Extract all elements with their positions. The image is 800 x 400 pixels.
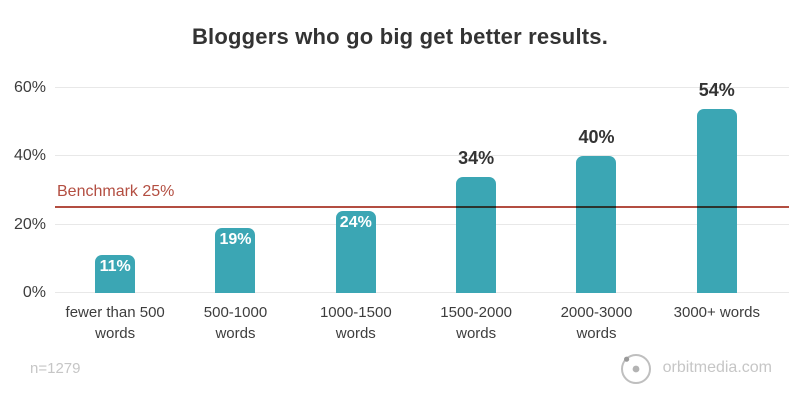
- gridline: [55, 292, 789, 293]
- bar-column: 34%: [416, 148, 536, 293]
- benchmark-line: [55, 206, 789, 208]
- x-axis-category-label: 1500-2000 words: [416, 302, 536, 344]
- bar-value-label: 34%: [458, 147, 495, 168]
- x-axis-category-text: 500-1000 words: [203, 304, 268, 342]
- bar-value-label: 40%: [578, 127, 615, 148]
- chart-title: Bloggers who go big get better results.: [191, 24, 609, 49]
- bar-value-label: 24%: [339, 214, 372, 231]
- bar-column: 54%: [657, 79, 777, 293]
- x-axis-category-text: fewer than 500 words: [65, 304, 165, 342]
- x-axis-category-text: 1000-1500 words: [319, 304, 392, 342]
- x-axis-category-text: 3000+ words: [673, 304, 760, 321]
- bar-column: 24%: [296, 211, 416, 293]
- y-axis-tick-label: 40%: [13, 147, 46, 165]
- x-axis-category-label: 3000+ words: [657, 302, 777, 344]
- y-axis-tick-label: 60%: [13, 79, 46, 96]
- x-axis-category-text: 2000-3000 words: [560, 304, 633, 342]
- bar-column: 19%: [175, 228, 295, 293]
- x-axis: fewer than 500 words 500-1000 words 1000-1…: [55, 302, 777, 344]
- bars-row: 11% 19% 24% 34% 40% 54%: [55, 80, 777, 293]
- x-axis-category-label: 500-1000 words: [175, 302, 295, 344]
- bar: 11%: [95, 255, 136, 293]
- bar: 19%: [215, 228, 256, 293]
- plot-area: 0% 20% 40% 60% 11% 19% 24% 34% 40% 54% Benchmark…: [14, 79, 789, 301]
- benchmark-label: Benchmark 25%: [57, 183, 175, 200]
- y-axis-tick-label: 20%: [13, 215, 46, 233]
- brand-label: orbitmedia.com: [662, 359, 772, 376]
- bar: [576, 156, 617, 293]
- brand-link[interactable]: orbitmedia.com: [618, 350, 772, 386]
- bar-column: 40%: [536, 127, 656, 293]
- bar: [456, 176, 497, 293]
- x-axis-category-text: 1500-2000 words: [440, 304, 512, 342]
- bar: [696, 108, 737, 293]
- x-axis-category-label: 1000-1500 words: [296, 302, 416, 344]
- gridline: [55, 87, 789, 88]
- gridline: [55, 223, 789, 225]
- bar-column: 11%: [55, 255, 175, 293]
- x-axis-category-label: fewer than 500 words: [55, 302, 175, 344]
- bar-value-label: 54%: [698, 79, 735, 100]
- y-axis-tick-label: 0%: [22, 284, 46, 301]
- sample-size-note: n=1279: [30, 360, 81, 377]
- bar-value-label: 19%: [219, 231, 252, 249]
- bar-value-label: 11%: [99, 258, 131, 276]
- gridline: [55, 155, 789, 157]
- x-axis-category-label: 2000-3000 words: [536, 302, 656, 344]
- orbit-logo-icon: [618, 350, 654, 386]
- bar: 24%: [335, 211, 376, 293]
